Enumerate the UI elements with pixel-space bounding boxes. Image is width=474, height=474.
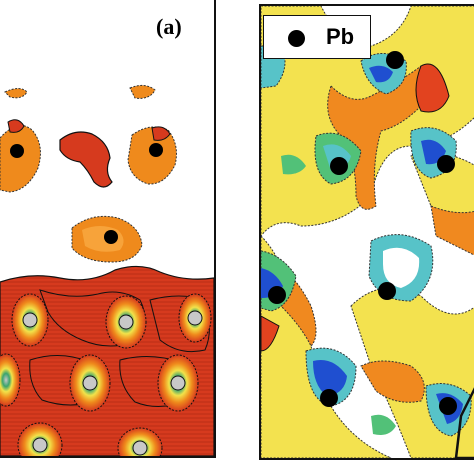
legend-label: Pb	[326, 24, 355, 49]
surface-atoms	[10, 143, 163, 244]
legend: Pb	[263, 15, 371, 59]
surface-blobs	[0, 84, 177, 263]
bulk-atoms	[22, 310, 203, 456]
panel-a-contour-map	[0, 84, 214, 456]
pb-dot-icon	[288, 30, 305, 47]
panel-a-label: (a)	[156, 14, 182, 39]
panel-b-contour-map	[261, 6, 474, 458]
pb-atoms	[268, 51, 457, 415]
triangle-outline	[454, 387, 474, 458]
panel-b	[259, 4, 474, 460]
panel-a: (a)	[0, 0, 216, 458]
